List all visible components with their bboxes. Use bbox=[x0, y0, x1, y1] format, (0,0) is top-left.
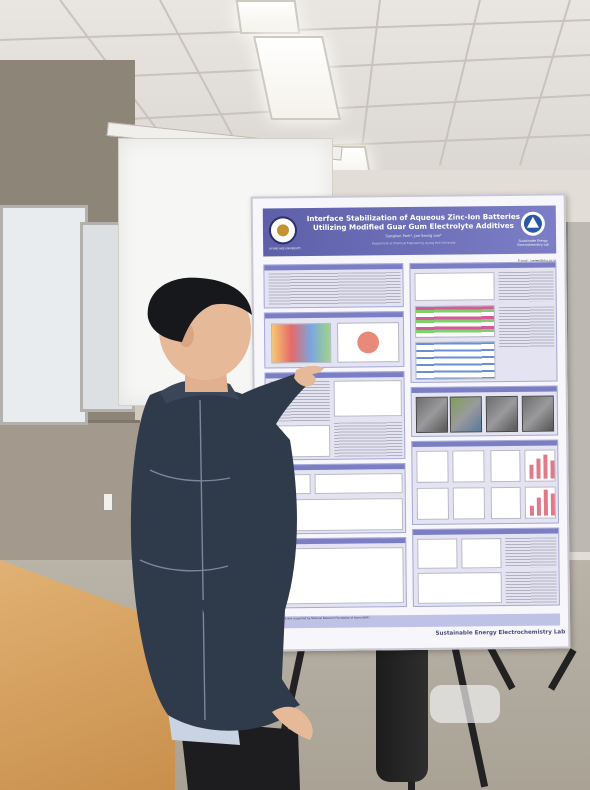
pointing-arm bbox=[238, 372, 312, 452]
lab-logo-icon bbox=[520, 211, 545, 236]
pointing-hand bbox=[294, 365, 324, 387]
lower-arm bbox=[200, 600, 300, 715]
wall-switch bbox=[103, 493, 113, 511]
jacket-stitching bbox=[139, 399, 231, 721]
bag-on-floor bbox=[376, 632, 428, 782]
plastic-bag bbox=[430, 685, 500, 723]
hair bbox=[147, 277, 252, 342]
research-poster: KYUNG HEE UNIVERSITY Interface Stabiliza… bbox=[250, 193, 571, 652]
lower-hand bbox=[272, 706, 313, 740]
poster-header: KYUNG HEE UNIVERSITY Interface Stabiliza… bbox=[262, 205, 557, 257]
